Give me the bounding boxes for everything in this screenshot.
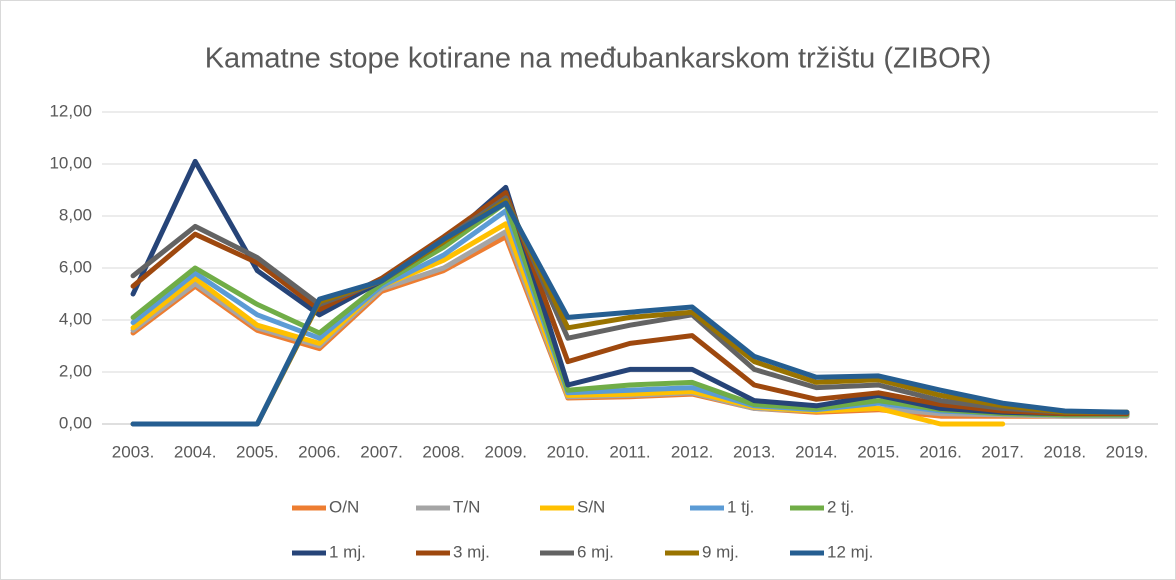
legend-label: 1 mj.: [329, 542, 366, 561]
legend-label: T/N: [453, 497, 480, 516]
x-tick-label: 2004.: [174, 442, 217, 461]
legend-label: 12 mj.: [827, 542, 873, 561]
x-tick-label: 2005.: [236, 442, 279, 461]
legend-label: 6 mj.: [577, 542, 614, 561]
y-tick-label: 10,00: [49, 153, 92, 172]
legend-label: 3 mj.: [453, 542, 490, 561]
legend-label: 2 tj.: [827, 497, 854, 516]
series-line: [130, 195, 1130, 415]
x-tick-label: 2010.: [547, 442, 590, 461]
x-tick-label: 2016.: [919, 442, 962, 461]
x-tick-label: 2006.: [298, 442, 341, 461]
y-tick-label: 4,00: [59, 309, 92, 328]
x-tick-label: 2014.: [795, 442, 838, 461]
x-tick-label: 2017.: [981, 442, 1024, 461]
chart-title: Kamatne stope kotirane na međubankarskom…: [205, 43, 992, 75]
y-tick-label: 8,00: [59, 205, 92, 224]
x-tick-label: 2012.: [671, 442, 714, 461]
y-tick-label: 2,00: [59, 361, 92, 380]
x-tick-label: 2008.: [422, 442, 465, 461]
y-tick-label: 6,00: [59, 257, 92, 276]
legend-label: 9 mj.: [702, 542, 739, 561]
x-tick-label: 2015.: [857, 442, 900, 461]
x-tick-label: 2013.: [733, 442, 776, 461]
x-tick-label: 2019.: [1106, 442, 1149, 461]
series-line: [130, 158, 1130, 417]
x-tick-label: 2018.: [1044, 442, 1087, 461]
series-line: [130, 200, 1130, 427]
legend-label: S/N: [577, 497, 605, 516]
legend-label: O/N: [329, 497, 359, 516]
y-tick-label: 0,00: [59, 413, 92, 432]
series-line: [130, 221, 1006, 427]
x-tick-label: 2011.: [609, 442, 650, 461]
y-tick-label: 12,00: [49, 101, 92, 120]
x-tick-label: 2009.: [484, 442, 527, 461]
x-tick-label: 2003.: [112, 442, 155, 461]
series-line: [130, 190, 1130, 417]
x-tick-label: 2007.: [360, 442, 403, 461]
legend-label: 1 tj.: [727, 497, 754, 516]
